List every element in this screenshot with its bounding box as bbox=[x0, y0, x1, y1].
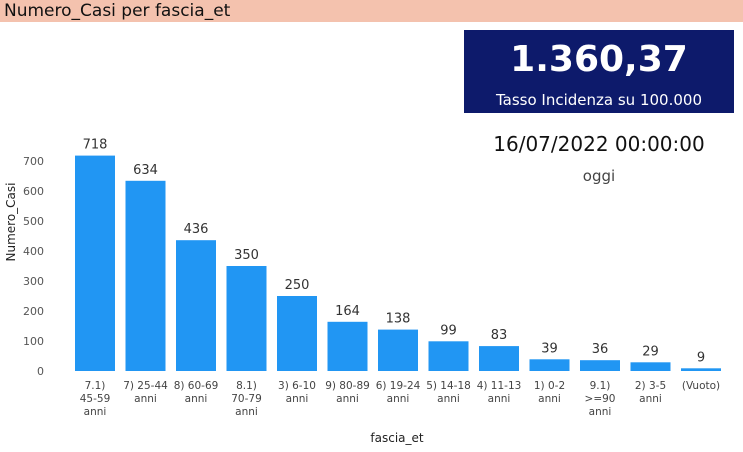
bar bbox=[580, 360, 620, 371]
chart-title: Numero_Casi per fascia_et bbox=[4, 1, 231, 21]
x-tick-label: >=90 bbox=[585, 393, 616, 405]
x-tick-label: 70-79 bbox=[231, 393, 262, 405]
x-tick-label: anni bbox=[134, 393, 157, 405]
x-tick-label: anni bbox=[235, 406, 258, 418]
date-value: 16/07/2022 00:00:00 bbox=[493, 132, 705, 156]
x-tick-label: (Vuoto) bbox=[682, 380, 720, 392]
data-label: 36 bbox=[592, 342, 609, 357]
bar bbox=[125, 180, 166, 371]
x-tick-label: anni bbox=[387, 393, 410, 405]
kpi-card: 1.360,37 Tasso Incidenza su 100.000 bbox=[464, 30, 734, 113]
x-tick-label: 3) 6-10 bbox=[278, 380, 316, 392]
x-tick-label: anni bbox=[589, 406, 612, 418]
kpi-value: 1.360,37 bbox=[510, 39, 688, 80]
x-tick-label: 6) 19-24 bbox=[376, 380, 421, 392]
y-tick-label: 0 bbox=[37, 365, 44, 378]
x-tick-label: 7) 25-44 bbox=[123, 380, 168, 392]
x-tick-label: anni bbox=[639, 393, 662, 405]
x-tick-label: anni bbox=[437, 393, 460, 405]
data-label: 350 bbox=[234, 248, 259, 263]
data-label: 9 bbox=[697, 350, 705, 365]
bar bbox=[327, 321, 368, 371]
x-tick-label: 8) 60-69 bbox=[174, 380, 219, 392]
bar bbox=[630, 362, 671, 371]
x-tick-label: anni bbox=[185, 393, 208, 405]
x-tick-label: anni bbox=[538, 393, 561, 405]
x-tick-label: 8.1) bbox=[236, 380, 257, 392]
x-tick-label: anni bbox=[488, 393, 511, 405]
y-tick-label: 700 bbox=[23, 155, 44, 168]
y-tick-label: 400 bbox=[23, 245, 44, 258]
y-tick-label: 300 bbox=[23, 275, 44, 288]
x-tick-label: 9.1) bbox=[590, 380, 611, 392]
data-label: 718 bbox=[83, 138, 108, 153]
y-tick-label: 100 bbox=[23, 335, 44, 348]
kpi-label: Tasso Incidenza su 100.000 bbox=[495, 91, 702, 109]
x-tick-label: anni bbox=[286, 393, 309, 405]
bar-chart: 0 100 200 300 400 500 600 700 Numero_Casi 718 7.1)… bbox=[4, 138, 721, 445]
bar bbox=[428, 341, 469, 371]
bar bbox=[226, 266, 267, 371]
data-label: 39 bbox=[541, 341, 558, 356]
x-tick-label: 9) 80-89 bbox=[325, 380, 370, 392]
x-tick-label: 1) 0-2 bbox=[534, 380, 565, 392]
x-tick-label: 45-59 bbox=[80, 393, 111, 405]
y-tick-label: 200 bbox=[23, 305, 44, 318]
data-label: 164 bbox=[335, 304, 360, 319]
bar bbox=[277, 296, 317, 371]
x-tick-label: 7.1) bbox=[85, 380, 106, 392]
data-label: 83 bbox=[491, 328, 508, 343]
bar bbox=[529, 359, 570, 371]
y-axis-label: Numero_Casi bbox=[4, 183, 18, 262]
data-label: 634 bbox=[133, 163, 158, 178]
x-tick-label: anni bbox=[336, 393, 359, 405]
bar bbox=[479, 346, 519, 371]
data-label: 138 bbox=[386, 312, 411, 327]
x-tick-label: anni bbox=[84, 406, 107, 418]
y-tick-label: 500 bbox=[23, 215, 44, 228]
title-bar: Numero_Casi per fascia_et bbox=[0, 0, 743, 22]
data-label: 436 bbox=[184, 222, 209, 237]
x-tick-label: 2) 3-5 bbox=[635, 380, 666, 392]
x-tick-label: 5) 14-18 bbox=[426, 380, 471, 392]
bar bbox=[681, 368, 721, 371]
data-label: 250 bbox=[285, 278, 310, 293]
x-tick-label: 4) 11-13 bbox=[477, 380, 522, 392]
x-axis-label: fascia_et bbox=[370, 431, 423, 445]
bar bbox=[176, 240, 216, 371]
bar bbox=[75, 155, 115, 371]
date-label: oggi bbox=[582, 167, 616, 185]
y-tick-label: 600 bbox=[23, 185, 44, 198]
data-label: 99 bbox=[440, 323, 457, 338]
bar bbox=[378, 329, 418, 371]
data-label: 29 bbox=[642, 344, 659, 359]
